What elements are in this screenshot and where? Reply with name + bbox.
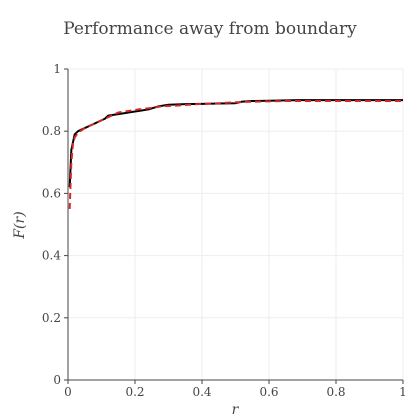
x-tick-label-1: 0.2 [125, 385, 144, 399]
y-tick-label-5: 1 [53, 62, 61, 76]
axes [64, 68, 404, 384]
tick-labels: 0 0.2 0.4 0.6 0.8 1 0 0.2 0.4 0.6 0.8 1 [42, 62, 407, 399]
y-axis-label: F(r) [12, 211, 28, 239]
y-tick-label-0: 0 [53, 373, 61, 387]
x-tick-label-2: 0.4 [192, 385, 211, 399]
series-lines [68, 99, 403, 209]
grid-lines [68, 68, 404, 380]
y-tick-label-3: 0.6 [42, 186, 61, 200]
x-tick-label-5: 1 [399, 385, 407, 399]
x-tick-label-3: 0.6 [259, 385, 278, 399]
y-tick-label-2: 0.4 [42, 249, 61, 263]
x-axis-label: r [232, 402, 240, 418]
chart-title: Performance away from boundary [63, 19, 357, 39]
x-tick-label-0: 0 [64, 385, 72, 399]
x-tick-label-4: 0.8 [326, 385, 345, 399]
y-tick-label-1: 0.2 [42, 311, 61, 325]
series-line-1 [68, 100, 403, 209]
y-tick-label-4: 0.8 [42, 124, 61, 138]
